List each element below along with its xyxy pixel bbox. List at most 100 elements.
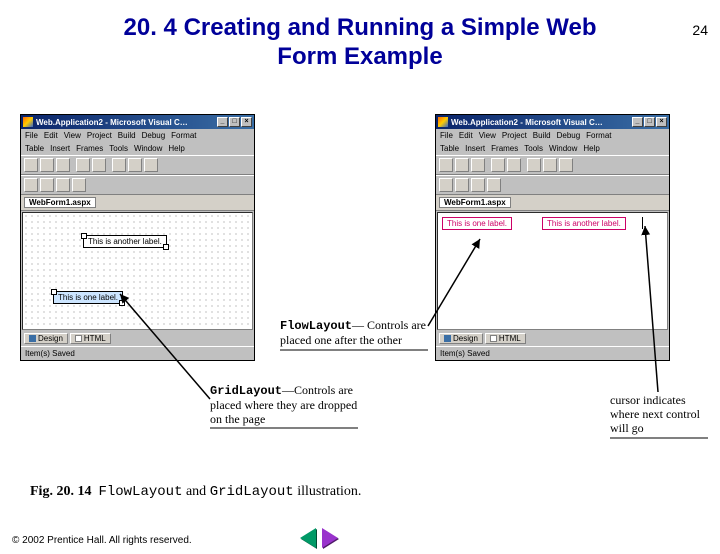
tool-button[interactable] — [487, 178, 501, 192]
tool-button[interactable] — [40, 158, 54, 172]
tool-button[interactable] — [471, 178, 485, 192]
title-line-1: 20. 4 Creating and Running a Simple Web — [124, 14, 597, 41]
prev-triangle-icon[interactable] — [300, 528, 316, 548]
label-another[interactable]: This is another label. — [542, 217, 626, 230]
menu-format[interactable]: Format — [586, 131, 611, 140]
html-tab-label: HTML — [84, 334, 106, 343]
menu-help[interactable]: Help — [583, 144, 599, 153]
tool-button[interactable] — [527, 158, 541, 172]
page-number: 24 — [692, 22, 708, 38]
label-another[interactable]: This is another label. — [83, 235, 167, 248]
maximize-button[interactable]: □ — [229, 117, 240, 127]
design-tab[interactable]: Design — [439, 333, 483, 344]
annotation-cursor: cursor indicates where next control will… — [610, 394, 710, 435]
design-surface-grid[interactable]: This is another label. This is one label… — [22, 212, 253, 330]
titlebar: Web.Application2 - Microsoft Visual C… _… — [436, 115, 669, 129]
menu-window[interactable]: Window — [549, 144, 577, 153]
menubar-row1: File Edit View Project Build Debug Forma… — [21, 129, 254, 142]
tool-button[interactable] — [507, 158, 521, 172]
menu-view[interactable]: View — [64, 131, 81, 140]
menu-frames[interactable]: Frames — [76, 144, 103, 153]
tool-button[interactable] — [128, 158, 142, 172]
minimize-button[interactable]: _ — [632, 117, 643, 127]
separator — [108, 158, 110, 172]
tool-button[interactable] — [144, 158, 158, 172]
tool-button[interactable] — [56, 178, 70, 192]
maximize-button[interactable]: □ — [644, 117, 655, 127]
minimize-button[interactable]: _ — [217, 117, 228, 127]
figcap-prefix: Fig. 20. 14 — [30, 484, 91, 499]
tool-button[interactable] — [24, 158, 38, 172]
menu-file[interactable]: File — [440, 131, 453, 140]
tool-button[interactable] — [24, 178, 38, 192]
nav-triangles — [300, 528, 338, 548]
tool-button[interactable] — [471, 158, 485, 172]
toolbar-1 — [436, 155, 669, 175]
tool-button[interactable] — [455, 158, 469, 172]
menu-help[interactable]: Help — [168, 144, 184, 153]
figcap-m2: GridLayout — [210, 484, 294, 500]
menu-build[interactable]: Build — [118, 131, 136, 140]
menu-frames[interactable]: Frames — [491, 144, 518, 153]
menu-window[interactable]: Window — [134, 144, 162, 153]
annotation-gridlayout: GridLayout—Controls are placed where the… — [210, 384, 360, 426]
menubar-row1: File Edit View Project Build Debug Forma… — [436, 129, 669, 142]
statusbar: Item(s) Saved — [436, 346, 669, 360]
close-button[interactable]: × — [241, 117, 252, 127]
figcap-mid: and — [182, 484, 209, 499]
menu-view[interactable]: View — [479, 131, 496, 140]
tool-button[interactable] — [559, 158, 573, 172]
menu-tools[interactable]: Tools — [524, 144, 543, 153]
menu-debug[interactable]: Debug — [557, 131, 581, 140]
menubar-row2: Table Insert Frames Tools Window Help — [21, 142, 254, 155]
tool-button[interactable] — [92, 158, 106, 172]
tool-button[interactable] — [56, 158, 70, 172]
next-triangle-icon[interactable] — [322, 528, 338, 548]
html-tab[interactable]: HTML — [485, 333, 526, 344]
menu-format[interactable]: Format — [171, 131, 196, 140]
design-surface-flow[interactable]: This is one label. This is another label… — [437, 212, 668, 330]
menu-tools[interactable]: Tools — [109, 144, 128, 153]
label-one[interactable]: This is one label. — [53, 291, 123, 304]
tool-button[interactable] — [76, 158, 90, 172]
toolbar-2 — [21, 175, 254, 195]
tool-button[interactable] — [72, 178, 86, 192]
tool-button[interactable] — [439, 158, 453, 172]
label-one[interactable]: This is one label. — [442, 217, 512, 230]
menu-debug[interactable]: Debug — [142, 131, 166, 140]
html-tab[interactable]: HTML — [70, 333, 111, 344]
tool-button[interactable] — [491, 158, 505, 172]
annot-flow-mono: FlowLayout — [280, 319, 352, 333]
menu-table[interactable]: Table — [25, 144, 44, 153]
tool-button[interactable] — [112, 158, 126, 172]
statusbar: Item(s) Saved — [21, 346, 254, 360]
menu-edit[interactable]: Edit — [44, 131, 58, 140]
figure-caption: Fig. 20. 14 FlowLayout and GridLayout il… — [30, 484, 361, 500]
close-button[interactable]: × — [656, 117, 667, 127]
document-tabs: WebForm1.aspx — [436, 195, 669, 211]
doc-tab-webform[interactable]: WebForm1.aspx — [439, 197, 511, 208]
menu-build[interactable]: Build — [533, 131, 551, 140]
menu-edit[interactable]: Edit — [459, 131, 473, 140]
menu-table[interactable]: Table — [440, 144, 459, 153]
tool-button[interactable] — [455, 178, 469, 192]
doc-tab-webform[interactable]: WebForm1.aspx — [24, 197, 96, 208]
vs-app-icon — [23, 117, 33, 127]
menu-insert[interactable]: Insert — [50, 144, 70, 153]
html-tab-label: HTML — [499, 334, 521, 343]
design-tab[interactable]: Design — [24, 333, 68, 344]
tool-button[interactable] — [439, 178, 453, 192]
menu-file[interactable]: File — [25, 131, 38, 140]
window-caption: Web.Application2 - Microsoft Visual C… — [451, 118, 632, 127]
window-caption: Web.Application2 - Microsoft Visual C… — [36, 118, 217, 127]
text-cursor — [642, 217, 646, 229]
menu-project[interactable]: Project — [87, 131, 112, 140]
design-tab-label: Design — [453, 334, 478, 343]
tool-button[interactable] — [40, 178, 54, 192]
annotation-flowlayout: FlowLayout— Controls are placed one afte… — [280, 319, 430, 348]
dot-grid — [23, 213, 252, 329]
tool-button[interactable] — [543, 158, 557, 172]
menu-project[interactable]: Project — [502, 131, 527, 140]
view-tabs: Design HTML — [436, 331, 669, 346]
menu-insert[interactable]: Insert — [465, 144, 485, 153]
